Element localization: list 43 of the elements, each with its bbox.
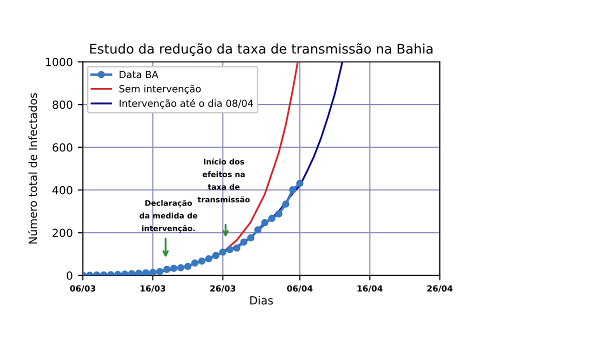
point [163,266,170,274]
x-tick-label: 06/03 [70,285,96,292]
y-axis-title: Número total de Infectados [28,93,38,244]
point [170,264,178,272]
point [226,246,234,254]
point [177,264,184,272]
point [296,180,304,187]
legend-label: Data BA [120,70,158,78]
chart-title: Estudo da redução da taxa de transmissão na Bahia [90,43,432,56]
y-tick-label: 800 [52,100,72,109]
point [247,234,254,242]
point [254,226,262,234]
y-tick-label: 600 [52,143,72,152]
x-tick-label: 16/03 [140,285,166,292]
point [275,210,282,218]
x-axis-title: Dias [250,296,273,305]
point [233,244,240,252]
point [261,219,268,226]
point [149,268,156,276]
point [205,255,212,262]
point [128,270,136,276]
y-tick-label: 200 [52,228,72,238]
point [268,214,276,222]
point [282,200,290,208]
point [184,262,192,270]
x-tick-label: 26/04 [427,285,453,292]
point [212,252,220,260]
x-tick-label: 26/03 [210,285,236,292]
y-tick-label: 0 [66,271,72,280]
legend-label: Sem intervenção [119,84,201,94]
x-tick-label: 06/04 [287,285,313,292]
point [198,257,206,265]
legend-label: Intervenção até o dia 08/04 [120,99,254,109]
x-tick-label: 16/04 [358,285,383,292]
point [219,248,226,256]
point [289,186,296,194]
point [135,270,142,276]
point [142,269,150,276]
point [191,259,198,267]
point [240,238,248,246]
y-tick-label: 1000 [46,58,72,66]
point [156,268,164,276]
y-tick-label: 400 [52,186,72,194]
